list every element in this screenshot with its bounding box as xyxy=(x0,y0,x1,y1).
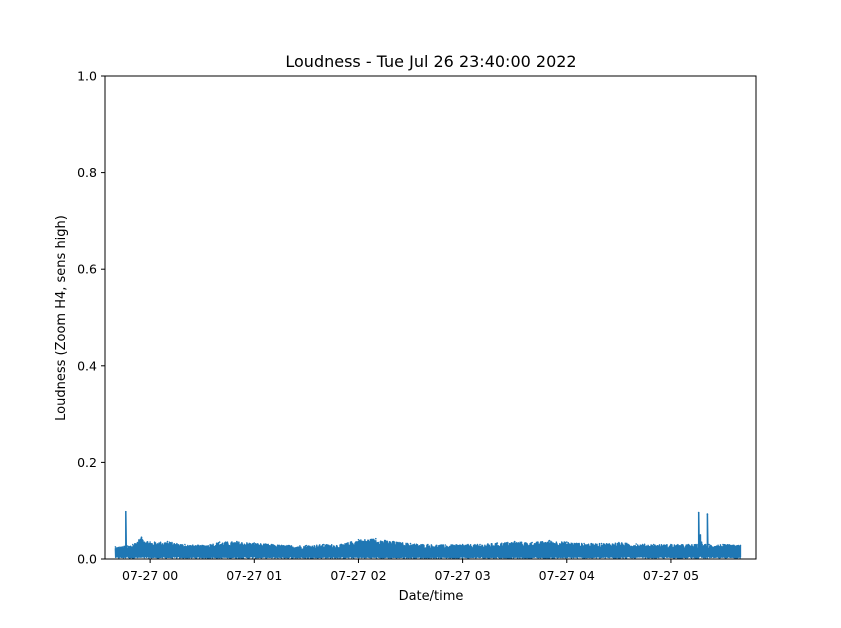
data-point xyxy=(739,544,742,547)
x-tick-label: 07-27 03 xyxy=(435,568,491,583)
data-point xyxy=(125,510,127,513)
data-point xyxy=(288,544,290,547)
data-point xyxy=(618,541,620,544)
data-point xyxy=(496,542,499,544)
data-point xyxy=(114,546,117,548)
y-axis: 0.0 0.2 0.4 0.6 0.8 1.0 xyxy=(77,69,105,567)
plot-area xyxy=(104,75,757,560)
plot-frame-bg xyxy=(105,76,756,559)
y-tick-label: 1.0 xyxy=(77,69,97,84)
data-point xyxy=(635,543,637,545)
y-tick-label: 0.4 xyxy=(77,358,97,373)
data-point xyxy=(708,543,710,546)
x-axis: 07-27 00 07-27 01 07-27 02 07-27 03 07-27 04… xyxy=(122,559,699,583)
x-tick-label: 07-27 02 xyxy=(330,568,386,583)
data-point xyxy=(409,542,412,545)
data-point xyxy=(126,545,129,547)
data-point xyxy=(461,543,464,546)
chart-title: Loudness - Tue Jul 26 23:40:00 2022 xyxy=(285,52,576,71)
data-point xyxy=(322,543,325,546)
y-tick-label: 0.6 xyxy=(77,262,97,277)
data-point xyxy=(687,543,690,546)
data-point xyxy=(704,543,707,546)
data-point xyxy=(696,543,698,546)
data-point xyxy=(140,536,143,539)
data-point xyxy=(340,543,342,546)
data-point xyxy=(583,542,585,545)
data-point xyxy=(375,537,377,540)
data-point xyxy=(357,538,360,541)
data-point xyxy=(236,540,238,543)
y-tick-label: 0.2 xyxy=(77,455,97,470)
data-point xyxy=(600,542,603,545)
data-point xyxy=(479,543,481,546)
data-point xyxy=(531,541,533,544)
y-tick-label: 0.0 xyxy=(77,552,97,567)
data-point xyxy=(392,540,395,543)
data-point xyxy=(305,544,308,547)
y-axis-label: Loudness (Zoom H4, sens high) xyxy=(54,215,69,421)
plot-frame xyxy=(104,75,757,560)
data-point xyxy=(706,513,709,515)
data-point xyxy=(701,543,703,546)
x-axis-label: Date/time xyxy=(399,589,464,604)
data-point xyxy=(149,541,151,543)
data-point xyxy=(201,544,203,547)
data-point xyxy=(670,543,672,546)
series-layer xyxy=(114,510,742,559)
data-point xyxy=(123,545,125,548)
data-point xyxy=(697,511,700,514)
data-point xyxy=(166,540,169,543)
data-point xyxy=(427,543,429,546)
data-point xyxy=(722,543,724,546)
y-tick-label: 0.8 xyxy=(77,165,97,180)
data-point xyxy=(184,543,186,546)
x-tick-label: 07-27 04 xyxy=(539,568,595,583)
data-point xyxy=(132,543,134,546)
data-point xyxy=(270,543,273,546)
x-tick-label: 07-27 01 xyxy=(226,568,282,583)
data-point xyxy=(699,534,702,536)
series-line xyxy=(114,510,742,559)
data-point xyxy=(566,541,568,543)
data-point xyxy=(444,544,447,546)
x-tick-label: 07-27 00 xyxy=(122,568,178,583)
data-point xyxy=(548,539,551,542)
x-tick-label: 07-27 05 xyxy=(643,568,699,583)
data-point xyxy=(253,542,256,544)
data-point xyxy=(513,540,516,543)
data-point xyxy=(652,543,655,546)
data-point xyxy=(218,541,221,543)
